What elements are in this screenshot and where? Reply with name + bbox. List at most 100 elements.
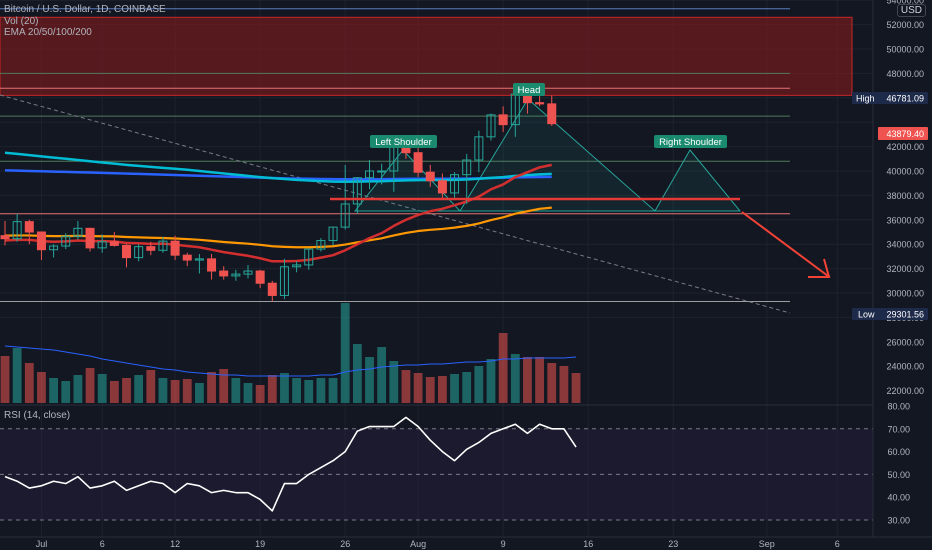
last-price-tag: 43879.40 [878,127,928,140]
candle-body [146,246,156,251]
rsi-tick-label: 50.00 [887,470,910,480]
volume-bar [231,378,241,403]
candle-body [304,248,314,266]
low-price-tag: Low 29301.56 [852,308,928,320]
time-tick-label: 19 [255,539,265,549]
candle-body [474,136,484,161]
time-tick-label: 23 [668,539,678,549]
low-label: Low [858,310,875,320]
volume-bar [365,357,374,403]
time-tick-label: 12 [170,539,180,549]
price-tick-label: 50000.00 [886,45,924,55]
candle-body [158,240,168,251]
volume-ma-line [4,345,577,377]
volume-bar [170,380,180,403]
candle-body [365,170,374,179]
candle-body [24,221,34,233]
candle-body [255,270,265,284]
left-shoulder-label: Left Shoulder [370,135,437,148]
candle-body [85,227,95,249]
time-tick-label: 6 [835,539,840,549]
head-text: Head [518,85,541,96]
volume-bar [85,368,95,403]
volume-bar [109,381,119,403]
candle-body [316,240,326,250]
currency-selector[interactable]: USD [896,4,926,17]
candle-body [267,282,277,296]
resistance-zone [0,16,853,96]
rsi-tick-label: 80.00 [887,402,910,412]
volume-bar [122,378,131,403]
bearish-arrow [741,211,829,277]
volume-bar [316,378,326,403]
volume-bar [207,372,216,403]
volume-bar [486,359,496,403]
volume-bar [195,383,204,403]
candle-body [109,241,119,246]
candle-body [36,231,46,251]
volume-bar [523,357,532,403]
volume-bar [450,374,459,403]
rsi-line [4,416,577,512]
rsi-legend[interactable]: RSI (14, close) [4,410,71,421]
candle-body [547,103,557,125]
candle-body [340,203,350,228]
volume-bar [510,354,520,403]
volume-bar [377,347,387,403]
candle-body [219,270,229,277]
left-shoulder-text: Left Shoulder [375,137,432,148]
candle-body [61,235,71,247]
price-tick-label: 32000.00 [886,264,924,274]
volume-bar [535,357,544,403]
candle-body [486,114,496,138]
price-axis-background [873,0,932,537]
candle-body [73,227,83,237]
high-price-tag: High 46781.09 [852,92,928,104]
volume-tick-label: 24000.00 [886,362,924,372]
price-axis[interactable]: 28000.0030000.0032000.0034000.0036000.00… [872,0,932,537]
volume-bar [340,303,350,403]
price-tick-label: 48000.00 [886,69,924,79]
descending-trendline [0,94,791,314]
candle-body [134,246,144,259]
time-tick-label: 16 [583,539,593,549]
volume-tick-label: 26000.00 [886,337,924,347]
volume-bar [280,373,289,403]
time-tick-label: 6 [100,539,105,549]
volume-bar [292,378,301,403]
candle-body [49,245,59,251]
ema-legend[interactable]: EMA 20/50/100/200 [4,27,92,38]
symbol-legend[interactable]: Bitcoin / U.S. Dollar, 1D, COINBASE [4,4,166,15]
right-shoulder-label: Right Shoulder [654,135,727,148]
volume-bar [12,348,22,403]
volume-bar [547,363,557,403]
volume-bar [267,375,277,403]
candle-body [535,102,545,105]
ema-100-line [4,151,552,183]
volume-bar [73,375,83,403]
volume-bar [243,383,253,403]
candle-body [279,266,289,296]
time-tick-label: Aug [410,539,426,549]
volume-bar [559,366,569,403]
volume-bar [49,378,58,403]
candle-body [498,114,508,126]
head-and-shoulders-pattern [353,98,742,212]
volume-bar [401,370,411,403]
rsi-tick-label: 60.00 [887,447,910,457]
time-tick-label: Sep [759,539,775,549]
volume-bar [474,366,484,403]
candle-body [292,264,302,268]
volume-bar [158,378,168,403]
rsi-tick-label: 30.00 [887,516,910,526]
candle-body [207,258,217,272]
time-axis[interactable]: Jul 6 12 19 26 Aug 9 16 23 Sep 6 [0,536,932,550]
price-tick-label: 52000.00 [886,20,924,30]
candle-body [377,170,387,173]
time-tick-label: 9 [501,539,506,549]
volume-bar [146,370,156,403]
time-axis-background [0,537,932,550]
volume-legend[interactable]: Vol (20) [4,16,39,27]
volume-bar [389,361,399,403]
